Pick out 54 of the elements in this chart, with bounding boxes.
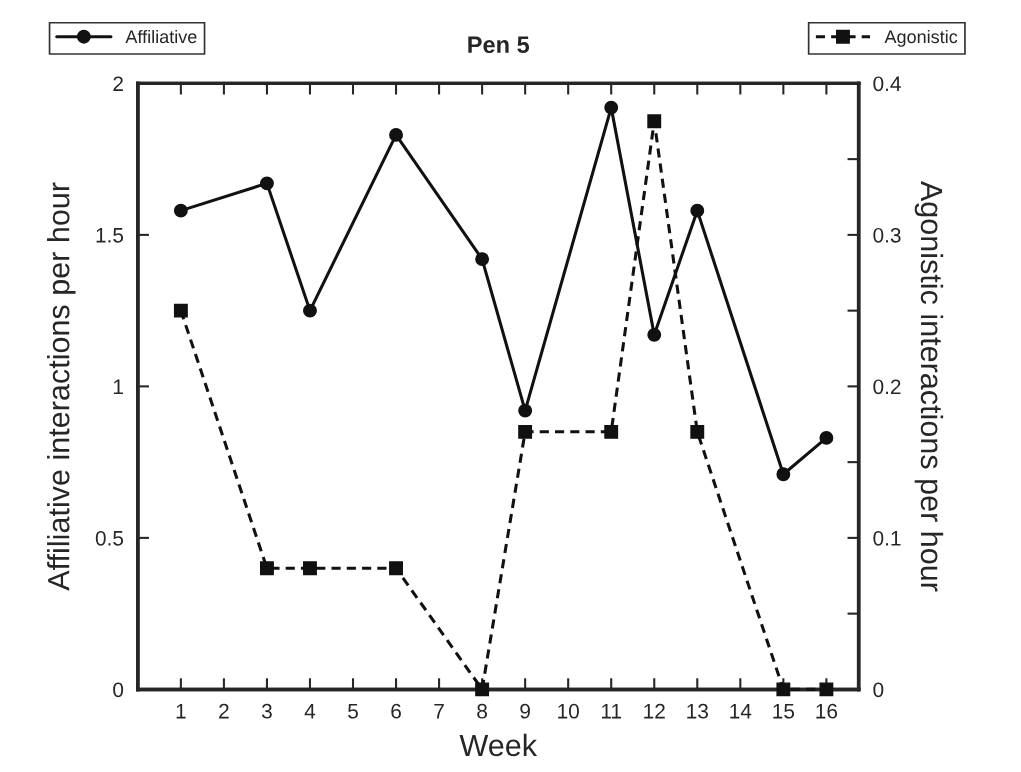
x-tick-label: 13 [687, 703, 708, 719]
point [819, 682, 834, 697]
x-tick-label: 4 [304, 704, 316, 719]
x-tick-label: 10 [558, 703, 579, 719]
x-tick-label: 16 [816, 703, 838, 719]
point [303, 303, 317, 318]
y2-tick-label: 0.1 [873, 530, 901, 546]
y2-axis-title: Agonistic interactions per hour [914, 180, 944, 592]
y-tick-label: 1 [113, 379, 123, 394]
point [604, 424, 619, 439]
point [690, 203, 705, 218]
x-tick-label: 1 [176, 704, 186, 719]
x-tick-label: 8 [477, 703, 487, 719]
y-axis-title: Affiliative interactions per hour [47, 182, 76, 591]
x-tick-label: 3 [261, 703, 272, 719]
point [647, 327, 662, 342]
x-tick-label: 7 [434, 704, 444, 719]
point [518, 403, 533, 418]
x-tick-label: 9 [520, 703, 530, 719]
point [475, 252, 490, 267]
x-axis-title: Week [459, 733, 538, 757]
point [819, 430, 834, 445]
y-tick-label: 1.5 [96, 228, 124, 243]
point [303, 561, 317, 576]
y-tick-label: 0.5 [95, 530, 124, 546]
point [173, 303, 188, 318]
point [259, 561, 274, 576]
legend-label: Agonistic [884, 29, 958, 47]
x-tick-label: 11 [601, 704, 622, 719]
y-tick-label: 0 [113, 682, 124, 698]
y2-tick-label: 0.4 [873, 76, 901, 92]
x-tick-label: 5 [348, 704, 358, 719]
chart-title: Pen 5 [468, 36, 530, 54]
point [389, 127, 403, 142]
legend-label: Affiliative [125, 29, 197, 44]
point [647, 114, 662, 129]
point [173, 203, 188, 218]
y2-tick-label: 0 [873, 682, 884, 698]
y-tick-label: 2 [113, 76, 123, 91]
point [259, 176, 274, 191]
point [389, 561, 403, 576]
point [776, 467, 791, 482]
point [518, 424, 533, 439]
point [776, 682, 791, 697]
x-tick-label: 2 [219, 703, 229, 719]
point [604, 100, 619, 115]
x-tick-label: 12 [644, 703, 665, 719]
x-tick-label: 6 [391, 703, 401, 719]
y2-tick-label: 0.2 [873, 379, 901, 395]
x-tick-label: 14 [730, 704, 752, 719]
point [475, 682, 490, 697]
point [690, 424, 705, 439]
y2-tick-label: 0.3 [873, 227, 901, 243]
x-tick-label: 15 [773, 704, 795, 719]
